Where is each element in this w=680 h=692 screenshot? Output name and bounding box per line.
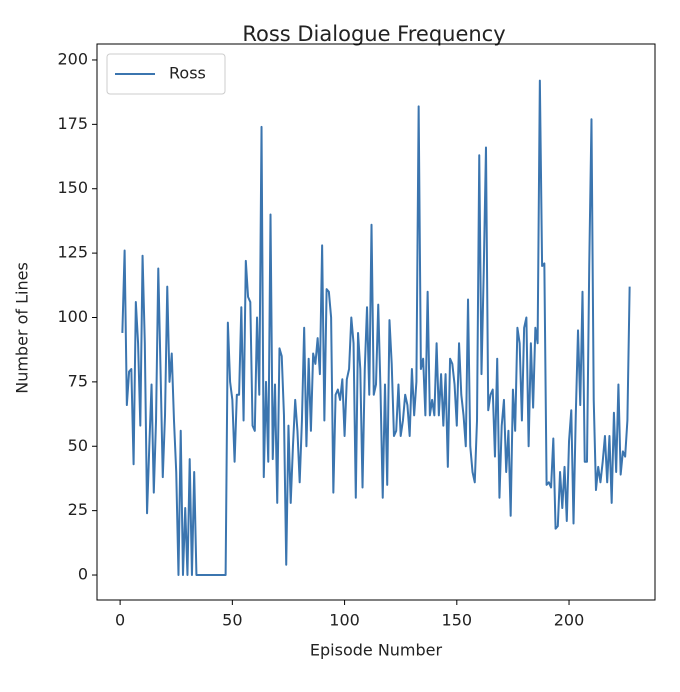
- series-line: [121, 79, 631, 577]
- x-tick-label: 150: [442, 611, 473, 630]
- y-tick-label: 175: [57, 114, 88, 133]
- x-tick-label: 100: [329, 611, 360, 630]
- plot-frame: [96, 43, 656, 601]
- x-tick-label: 200: [554, 611, 585, 630]
- legend-box: [106, 53, 226, 95]
- y-tick-label: 200: [57, 49, 88, 68]
- x-tick-label: 0: [115, 611, 125, 630]
- y-axis-label: Number of Lines: [13, 262, 32, 394]
- x-axis-label: Episode Number: [310, 641, 443, 660]
- y-tick-label: 150: [57, 178, 88, 197]
- y-tick-label: 25: [68, 500, 88, 519]
- y-tick-label: 125: [57, 243, 88, 262]
- x-tick-label: 50: [222, 611, 242, 630]
- y-tick-label: 100: [57, 307, 88, 326]
- legend-label: Ross: [169, 64, 206, 83]
- y-tick-label: 0: [78, 565, 88, 584]
- y-tick-label: 50: [68, 436, 88, 455]
- y-tick-label: 75: [68, 371, 88, 390]
- chart-title: Ross Dialogue Frequency: [242, 22, 505, 46]
